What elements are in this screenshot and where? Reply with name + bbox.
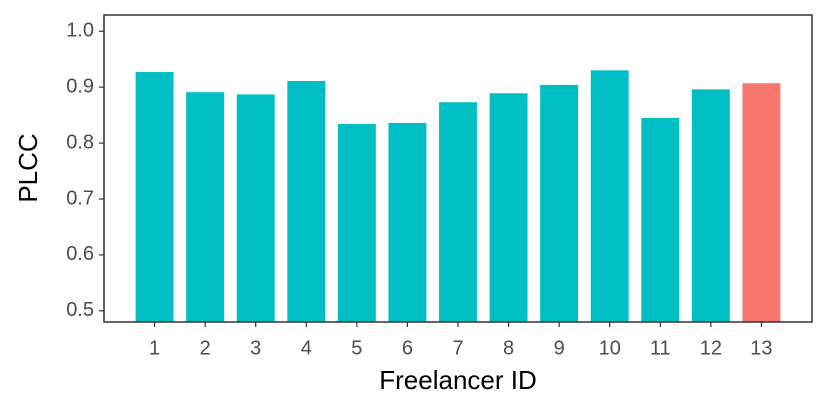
x-tick-label: 4	[301, 337, 312, 359]
y-tick-label: 0.5	[66, 299, 94, 321]
bar	[540, 84, 579, 323]
bar	[135, 72, 174, 322]
y-tick-label: 0.7	[66, 187, 94, 209]
x-tick-label: 11	[650, 337, 671, 359]
x-tick-label: 7	[452, 337, 463, 359]
y-axis-title: PLCC	[13, 133, 43, 202]
x-tick-label: 1	[149, 337, 160, 359]
x-tick-label: 10	[599, 337, 621, 359]
bar	[742, 83, 781, 322]
bar	[691, 89, 730, 322]
x-tick-label: 8	[503, 337, 514, 359]
plot-border	[103, 14, 813, 323]
bar	[337, 124, 376, 322]
x-tick-label: 9	[554, 337, 565, 359]
bar	[439, 102, 477, 322]
y-tick-label: 1.0	[66, 19, 94, 41]
bar	[388, 122, 427, 322]
x-tick-label: 2	[200, 337, 211, 359]
bar	[641, 117, 680, 322]
x-tick-label: 5	[351, 337, 362, 359]
bar	[590, 70, 629, 322]
bar	[287, 80, 326, 322]
x-axis-title: Freelancer ID	[379, 365, 537, 395]
x-tick-label: 12	[700, 337, 722, 359]
y-tick-label: 0.9	[66, 75, 94, 97]
y-tick-label: 0.6	[66, 243, 94, 265]
x-tick-label: 6	[402, 337, 413, 359]
bar	[186, 92, 225, 322]
x-tick-label: 13	[750, 337, 772, 359]
y-tick-label: 0.8	[66, 131, 94, 153]
bar	[489, 93, 528, 322]
bar	[236, 94, 275, 323]
x-tick-label: 3	[250, 337, 261, 359]
